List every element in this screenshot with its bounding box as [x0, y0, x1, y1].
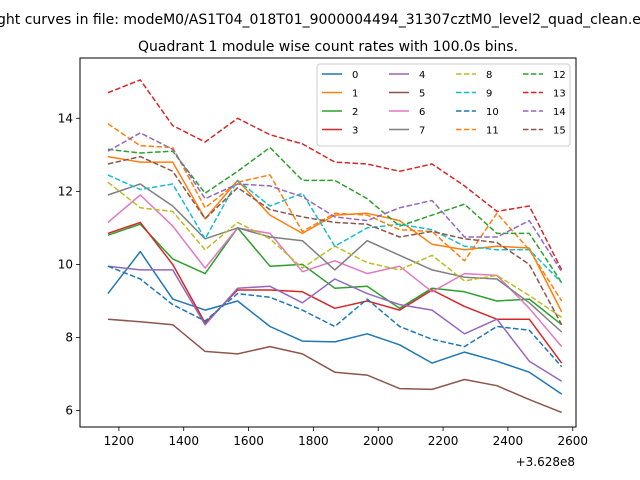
- legend-label-12: 12: [553, 70, 566, 81]
- legend-label-5: 5: [419, 89, 425, 100]
- x-tick-label: 2600: [557, 434, 588, 448]
- x-tick-label: 2400: [493, 434, 524, 448]
- chart-title: Quadrant 1 module wise count rates with …: [138, 39, 518, 55]
- series-line-3: [107, 221, 563, 364]
- series-line-4: [107, 265, 563, 382]
- series-line-9: [107, 174, 563, 284]
- series-line-14: [107, 132, 563, 273]
- legend-label-11: 11: [486, 126, 499, 137]
- series-line-10: [107, 265, 563, 368]
- legend-label-15: 15: [553, 126, 566, 137]
- legend-label-1: 1: [352, 89, 358, 100]
- legend-label-7: 7: [419, 126, 425, 137]
- legend-label-6: 6: [419, 107, 425, 118]
- x-tick-label: 1600: [233, 434, 264, 448]
- legend-label-2: 2: [352, 107, 358, 118]
- y-tick-label: 12: [58, 184, 73, 198]
- series-layer: [107, 79, 563, 414]
- series-line-6: [107, 194, 563, 348]
- legend-label-8: 8: [486, 70, 492, 81]
- x-offset-label: +3.628e8: [516, 455, 575, 469]
- legend-label-4: 4: [419, 70, 425, 81]
- y-tick-label: 14: [58, 111, 73, 125]
- series-line-0: [107, 250, 563, 395]
- series-line-5: [107, 318, 562, 414]
- figure-suptitle: Light curves in file: modeM0/AS1T04_018T…: [0, 12, 640, 28]
- x-tick-label: 1200: [104, 434, 135, 448]
- y-axis: 6 8 10 12 14: [58, 111, 80, 418]
- legend-label-10: 10: [486, 107, 499, 118]
- y-tick-label: 8: [65, 330, 73, 344]
- legend-box: [316, 63, 571, 147]
- series-line-2: [107, 223, 563, 326]
- legend-label-9: 9: [486, 89, 492, 100]
- legend-label-14: 14: [553, 107, 566, 118]
- legend-label-13: 13: [553, 89, 566, 100]
- x-axis: 1200 1400 1600 1800 2000 2200 2400 2600: [104, 427, 588, 448]
- y-tick-label: 6: [65, 404, 73, 418]
- series-line-13: [107, 79, 563, 271]
- x-tick-label: 2000: [363, 434, 394, 448]
- series-line-12: [107, 146, 563, 284]
- series-line-15: [107, 155, 563, 326]
- x-tick-label: 1800: [298, 434, 329, 448]
- series-line-7: [107, 183, 563, 333]
- legend-label-0: 0: [352, 70, 358, 81]
- y-tick-label: 10: [58, 257, 73, 271]
- legend-label-3: 3: [352, 126, 358, 137]
- x-tick-label: 2200: [428, 434, 459, 448]
- series-line-11: [107, 123, 563, 302]
- plot-frame: [79, 57, 577, 428]
- series-line-1: [107, 155, 563, 313]
- x-tick-label: 1400: [168, 434, 199, 448]
